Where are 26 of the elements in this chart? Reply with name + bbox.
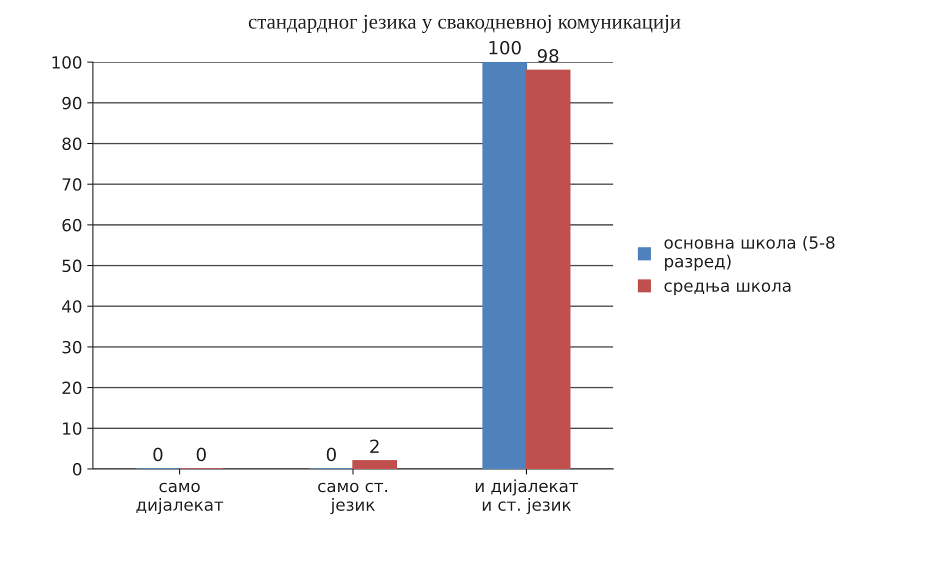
y-tick-label: 60: [62, 218, 82, 232]
legend-label: основна школа (5-8 разред): [664, 236, 834, 271]
bar: [482, 62, 528, 469]
y-tick-label: 0: [72, 462, 82, 476]
bar: [526, 70, 570, 469]
data-label: 0: [153, 448, 162, 462]
x-tick-label: само дијалекат: [136, 482, 224, 514]
bar: [352, 460, 398, 469]
y-tick-label: 30: [62, 340, 82, 354]
y-tick-label: 100: [52, 56, 82, 69]
legend-label: средња школа: [664, 282, 790, 296]
data-label: 98: [538, 48, 558, 63]
data-label: 100: [490, 40, 521, 54]
data-label: 0: [326, 448, 336, 462]
y-tick-label: 80: [62, 137, 82, 150]
x-tick-label: само ст. језик: [318, 482, 388, 514]
chart-title: стандардног језика у свакодневној комуникацији: [248, 14, 681, 34]
y-tick-label: 90: [62, 96, 82, 110]
data-label: 0: [196, 448, 206, 462]
y-tick-label: 50: [62, 260, 82, 272]
x-tick-label: и дијалекат и ст. језик: [476, 479, 578, 514]
y-tick-label: 40: [62, 300, 82, 313]
y-tick-label: 20: [62, 382, 82, 394]
y-tick-label: 10: [63, 422, 82, 435]
y-tick-label: 70: [62, 178, 82, 191]
data-label: 2: [370, 439, 379, 453]
